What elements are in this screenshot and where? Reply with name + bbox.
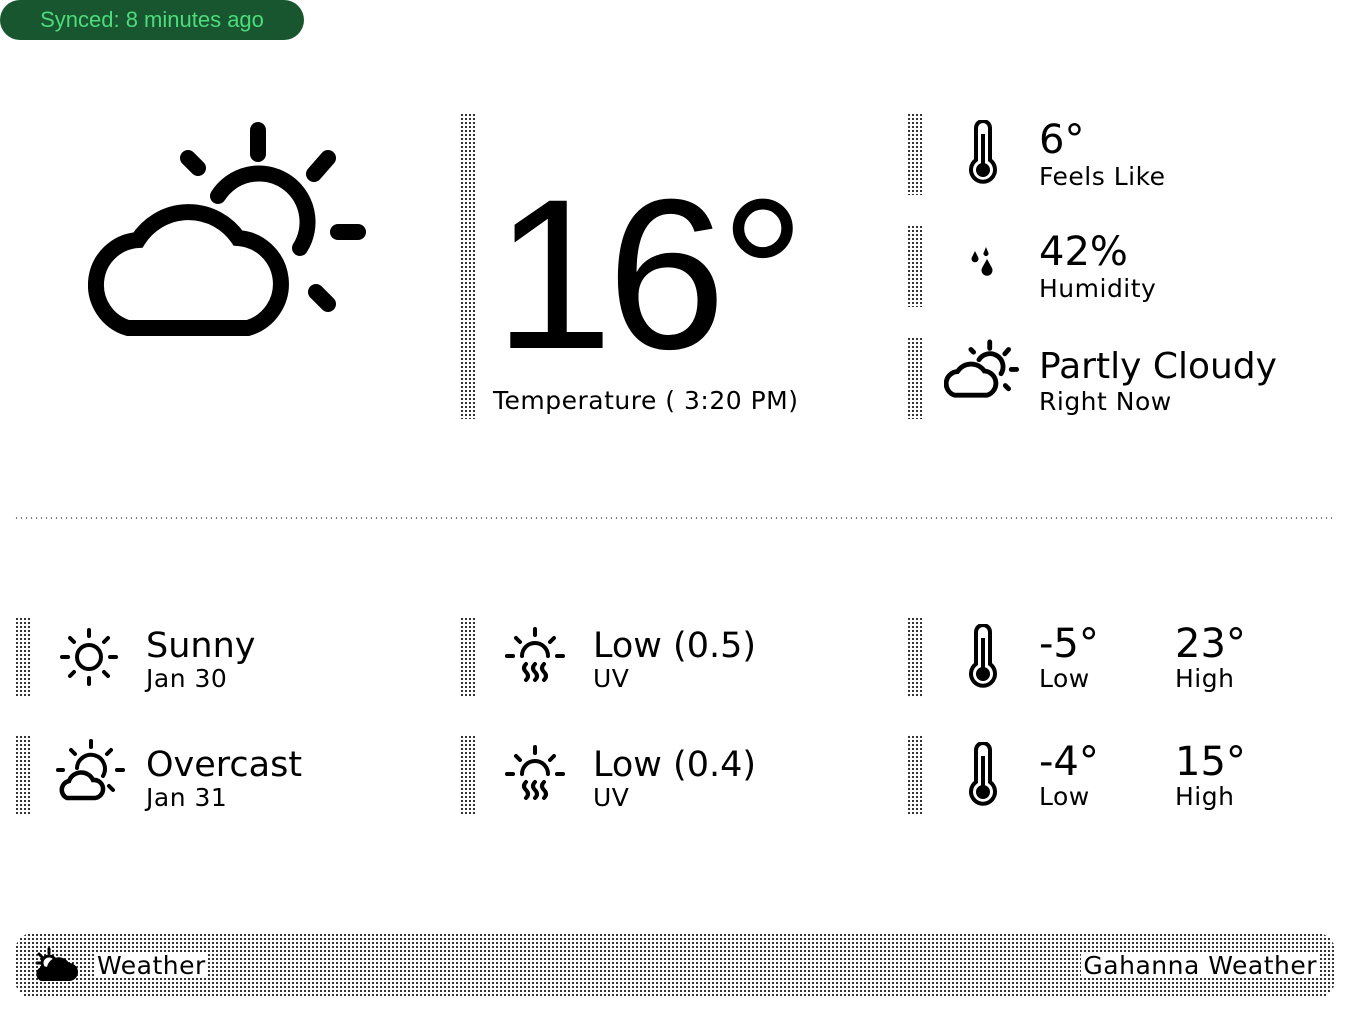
forecast-date: Jan 31 [146, 783, 228, 812]
low-label: Low [1039, 782, 1090, 811]
condition-value: Partly Cloudy [1039, 346, 1277, 387]
divider [907, 337, 923, 419]
divider [15, 617, 31, 698]
current-temperature: 16° [494, 155, 806, 394]
footer-instance-name: Gahanna Weather [1081, 951, 1319, 980]
divider [460, 617, 476, 698]
divider [460, 735, 476, 816]
forecast-date: Jan 30 [146, 664, 228, 693]
divider [907, 617, 923, 698]
high-label: High [1175, 664, 1235, 693]
divider [907, 113, 923, 195]
divider [460, 113, 476, 419]
droplets-icon [968, 245, 998, 279]
humidity-label: Humidity [1039, 274, 1157, 303]
low-label: Low [1039, 664, 1090, 693]
condition-label: Right Now [1039, 387, 1172, 416]
sun-icon [59, 627, 119, 687]
low-temp: -5° [1039, 621, 1099, 667]
uv-value: Low (0.5) [593, 626, 757, 666]
overcast-icon [55, 738, 125, 802]
footer-title: Weather [95, 951, 208, 980]
thermometer-icon [965, 742, 1001, 806]
weather-app-icon [35, 947, 79, 983]
high-label: High [1175, 782, 1235, 811]
partly-cloudy-icon [944, 338, 1022, 400]
forecast-condition: Overcast [146, 745, 303, 785]
thermometer-icon [965, 120, 1001, 184]
feels-like-value: 6° [1039, 117, 1085, 163]
divider [907, 735, 923, 816]
uv-label: UV [593, 664, 630, 693]
high-temp: 23° [1175, 621, 1246, 667]
divider [907, 225, 923, 307]
forecast-condition: Sunny [146, 626, 256, 666]
uv-icon [504, 744, 566, 806]
uv-icon [504, 626, 566, 688]
low-temp: -4° [1039, 739, 1099, 785]
uv-label: UV [593, 783, 630, 812]
feels-like-label: Feels Like [1039, 162, 1166, 191]
high-temp: 15° [1175, 739, 1246, 785]
sync-status-text: Synced: 8 minutes ago [40, 7, 264, 32]
uv-value: Low (0.4) [593, 745, 757, 785]
thermometer-icon [965, 624, 1001, 688]
partly-cloudy-icon [88, 118, 378, 343]
humidity-value: 42% [1039, 229, 1128, 275]
divider [15, 735, 31, 816]
section-divider [14, 517, 1334, 519]
sync-status-badge: Synced: 8 minutes ago [0, 0, 304, 40]
footer-bar: Weather Gahanna Weather [15, 933, 1335, 998]
temperature-label: Temperature ( 3:20 PM) [493, 386, 799, 415]
